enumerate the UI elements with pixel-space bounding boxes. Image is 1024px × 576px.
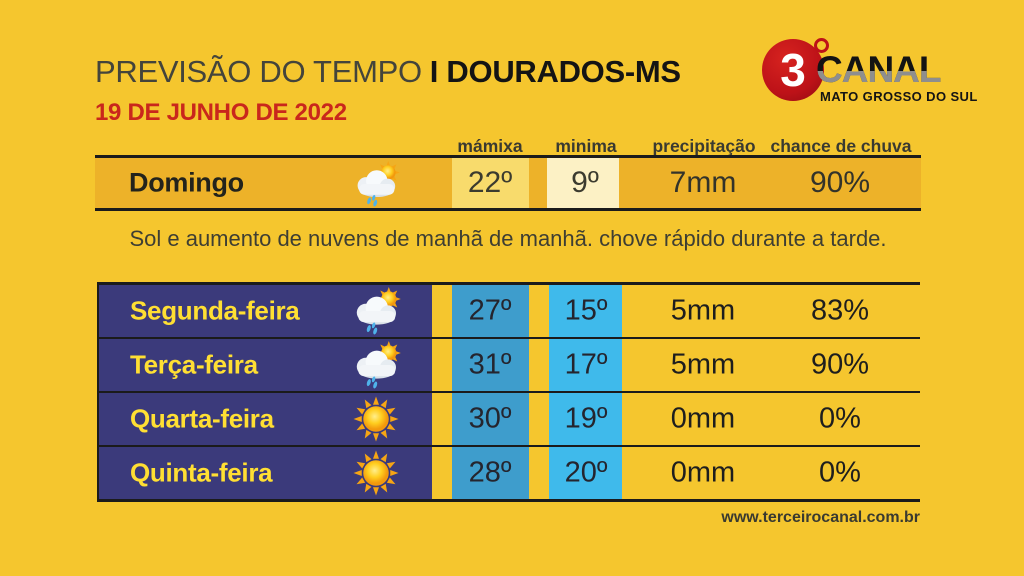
row-divider [97,337,920,339]
day-label: Quinta-feira [130,457,273,488]
min-temp: 20º [564,456,608,489]
today-rain-chance: 90% [809,166,871,199]
forecast-date: 19 DE JUNHO DE 2022 [95,99,347,126]
column-header-precipitation: precipitação [652,136,756,156]
title-city: I DOURADOS-MS [429,54,681,89]
today-day-label: Domingo [129,167,244,198]
logo-name-shade: CANAL [816,49,941,90]
rain-chance: 90% [810,348,870,381]
min-temp: 15º [564,294,608,327]
table-row: Quarta-feira [97,393,920,445]
row-divider [97,391,920,393]
today-row-divider [95,208,921,211]
rain-cloud-sun-icon [344,341,408,389]
max-temp: 30º [468,402,512,435]
rain-chance: 0% [819,402,861,435]
precipitation: 0mm [670,402,736,435]
min-temp: 19º [564,402,608,435]
today-max-temp: 22º [467,166,513,199]
logo-name: CANAL CANAL [816,49,941,90]
today-min-band [547,158,619,208]
table-row: Quinta-feira 28º 20º 0mm 0% [97,447,920,499]
page-title: PREVISÃO DO TEMPO I DOURADOS-MS [95,54,681,90]
logo-degree-icon [814,38,829,53]
logo-name-text: CANAL [816,49,941,90]
today-min-temp: 9º [571,166,599,199]
max-temp: 28º [468,456,512,489]
column-header-rain-chance: chance de chuva [770,136,912,156]
logo-region: MATO GROSSO DO SUL [820,89,978,104]
forecast-summary: Sol e aumento de nuvens de manhã de manh… [129,226,887,251]
rain-chance: 83% [810,294,870,327]
table-row: Segunda-feira [97,285,920,337]
rain-cloud-sun-icon [345,161,407,207]
table-row: Terça-feira [97,339,920,391]
precipitation: 5mm [670,348,736,381]
rain-cloud-sun-icon [344,287,408,335]
rain-chance: 0% [819,456,861,489]
sun-icon [344,449,408,497]
today-precipitation: 7mm [669,166,737,199]
today-max-band [452,158,529,208]
column-header-max: mámixa [457,136,523,156]
today-row: Domingo [95,158,921,208]
max-temp: 31º [468,348,512,381]
max-temp: 27º [468,294,512,327]
day-label: Segunda-feira [130,295,300,326]
forecast-table: Segunda-feira [97,282,920,502]
website-url: www.terceirocanal.com.br [721,509,920,526]
header-divider [95,155,921,158]
column-header-min: minima [555,136,617,156]
channel-logo: 3 CANAL CANAL MATO GROSSO DO SUL [762,36,977,108]
day-label: Terça-feira [130,349,258,380]
precipitation: 5mm [670,294,736,327]
table-bottom-rule [97,499,920,502]
logo-3-badge-icon: 3 [762,39,824,101]
table-top-rule [97,282,920,285]
sun-icon [344,395,408,443]
min-temp: 17º [564,348,608,381]
row-divider [97,445,920,447]
title-main: PREVISÃO DO TEMPO [95,54,422,89]
precipitation: 0mm [670,456,736,489]
day-label: Quarta-feira [130,403,274,434]
